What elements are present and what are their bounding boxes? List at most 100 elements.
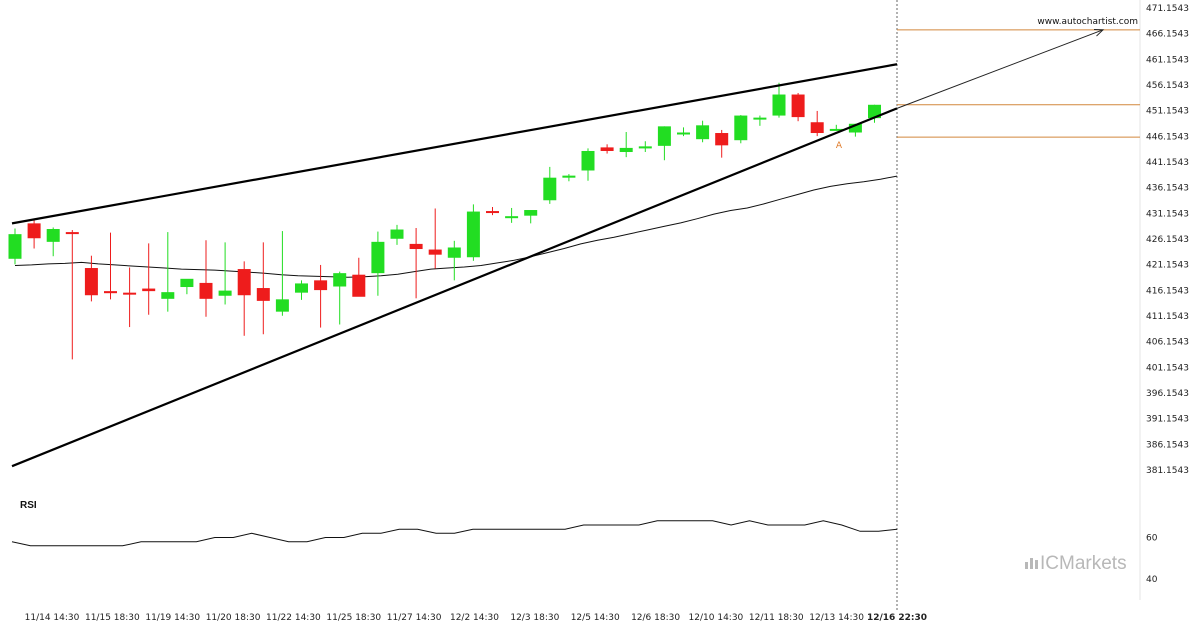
time-tick-label: 11/22 14:30 (266, 613, 321, 623)
candle-up-body (333, 273, 347, 287)
candle-up-body (390, 229, 404, 239)
pattern-layer: A (11, 29, 1105, 468)
candle-up-body (447, 247, 461, 258)
candle-down-body (600, 147, 614, 151)
time-axis-ticks: 11/14 14:30 11/15 18:30 11/19 14:30 11/20 1… (25, 613, 927, 623)
time-tick-label: 11/19 14:30 (145, 613, 200, 623)
candle-up-body (677, 132, 690, 135)
brand-logo: ICMarkets (1025, 553, 1127, 574)
moving-average-layer (14, 175, 898, 278)
time-tick-label: 12/5 14:30 (571, 613, 620, 623)
candle-down-body (791, 94, 805, 118)
candle-up-body (619, 147, 633, 153)
candle-down-body (142, 288, 156, 292)
brand-bar-3 (1035, 560, 1038, 569)
time-tick-label: 11/25 18:30 (326, 613, 381, 623)
candle-up-body (829, 128, 843, 131)
candle-up-body (295, 283, 308, 293)
time-tick-label: 12/6 18:30 (631, 613, 680, 623)
candle-up-body (562, 175, 576, 178)
rsi-title: RSI (20, 500, 37, 511)
candle-down-body (352, 274, 366, 297)
price-tick-label: 391.1543 (1146, 415, 1189, 425)
candle-up-body (524, 210, 538, 216)
price-tick-label: 406.1543 (1146, 338, 1189, 348)
price-tick-label: 461.1543 (1146, 55, 1189, 65)
candle-up-body (466, 211, 480, 258)
price-tick-label: 451.1543 (1146, 107, 1189, 117)
candle-up-body (734, 115, 748, 141)
watermark-text: www.autochartist.com (1037, 17, 1138, 27)
forecast-arrow-head (1093, 29, 1105, 37)
candle-up-body (657, 126, 671, 146)
price-tick-label: 431.1543 (1146, 209, 1189, 219)
candle-down-body (486, 211, 499, 214)
price-tick-label: 426.1543 (1146, 235, 1189, 245)
time-tick-label: 12/3 18:30 (510, 613, 559, 623)
candle-up-body (505, 216, 519, 219)
candle-down-body (256, 288, 270, 301)
candle-up-body (581, 150, 595, 171)
price-tick-label: 446.1543 (1146, 132, 1189, 142)
time-tick-label: 12/16 22:30 (867, 613, 927, 623)
brand-name: ICMarkets (1040, 553, 1127, 574)
candle-up-body (275, 299, 289, 312)
rsi-panel: 60 40 (11, 520, 1158, 585)
candle-down-body (104, 291, 117, 294)
candle-down-body (123, 292, 137, 295)
price-tick-label: 456.1543 (1146, 81, 1189, 91)
price-tick-label: 466.1543 (1146, 30, 1189, 40)
time-tick-label: 11/20 18:30 (206, 613, 261, 623)
candle-down-body (84, 268, 98, 296)
price-tick-label: 386.1543 (1146, 440, 1189, 450)
price-tick-label: 421.1543 (1146, 261, 1189, 271)
level-lines (897, 29, 1140, 138)
candle-up-body (772, 94, 786, 116)
price-tick-label: 441.1543 (1146, 158, 1189, 168)
price-axis-ticks: 471.1543 466.1543 461.1543 456.1543 451.1543… (1146, 4, 1189, 476)
price-tick-label: 471.1543 (1146, 4, 1189, 14)
time-tick-label: 11/15 18:30 (85, 613, 140, 623)
candle-up-body (638, 146, 652, 149)
candle-up-body (8, 234, 22, 259)
candle-up-body (371, 241, 385, 274)
candle-down-body (237, 269, 251, 296)
time-tick-label: 12/11 18:30 (749, 613, 804, 623)
candle-up-body (848, 123, 862, 133)
time-tick-label: 12/13 14:30 (809, 613, 864, 623)
candles-layer (8, 82, 881, 360)
forecast-arrow (896, 29, 1104, 109)
rsi-tick-label: 40 (1146, 575, 1158, 585)
candle-up-body (753, 117, 767, 120)
price-tick-label: 396.1543 (1146, 389, 1189, 399)
moving-average-line (14, 175, 898, 278)
brand-bar-2 (1030, 558, 1033, 569)
time-tick-label: 11/27 14:30 (387, 613, 442, 623)
candle-up-body (543, 177, 557, 201)
price-tick-label: 436.1543 (1146, 184, 1189, 194)
price-tick-label: 411.1543 (1146, 312, 1189, 322)
candle-up-body (218, 290, 232, 296)
candle-down-body (428, 249, 442, 255)
candle-up-body (161, 292, 175, 299)
candle-up-body (696, 125, 710, 140)
candle-down-body (409, 243, 423, 250)
rsi-line (11, 520, 898, 547)
time-tick-label: 12/10 14:30 (689, 613, 744, 623)
candle-up-body (868, 104, 881, 119)
candle-down-body (199, 282, 213, 299)
time-tick-label: 12/2 14:30 (450, 613, 499, 623)
pattern-point-label: A (836, 141, 843, 151)
support-trendline (11, 107, 898, 468)
candle-down-body (65, 232, 79, 235)
resistance-trendline (11, 63, 898, 225)
price-tick-label: 401.1543 (1146, 363, 1189, 373)
candle-up-body (180, 278, 194, 288)
time-tick-label: 11/14 14:30 (25, 613, 80, 623)
candle-down-body (715, 133, 729, 146)
price-tick-label: 416.1543 (1146, 286, 1189, 296)
candle-up-body (46, 229, 60, 242)
candle-down-body (27, 223, 41, 239)
price-tick-label: 381.1543 (1146, 466, 1189, 476)
